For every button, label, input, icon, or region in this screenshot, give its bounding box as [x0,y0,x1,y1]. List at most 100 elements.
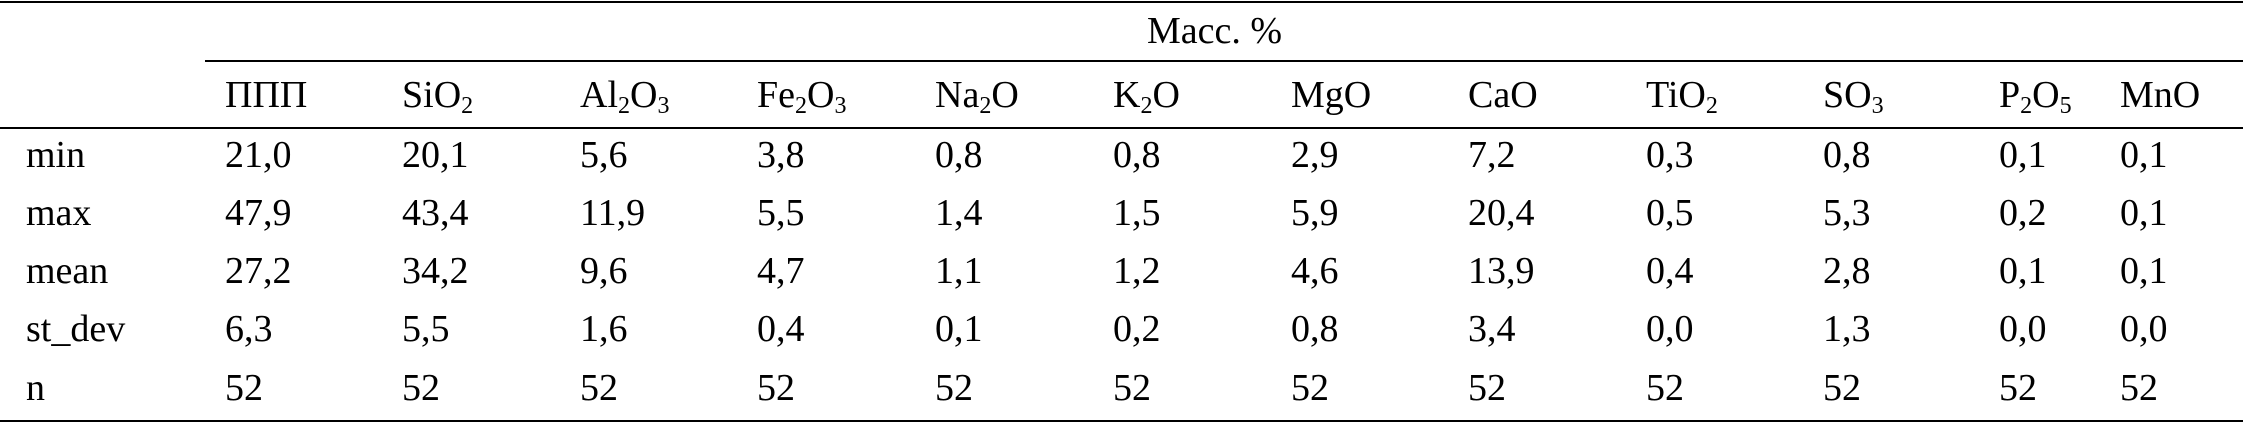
row-label: min [26,134,86,176]
table-cell: 52 [225,367,263,409]
column-header-part: Fe [757,74,795,116]
table-cell: 52 [1823,367,1861,409]
table-cell: 0,8 [1113,134,1161,176]
table-cell: 13,9 [1468,250,1535,292]
column-header-part: 2 [618,93,630,119]
column-header-part: MnO [2120,74,2201,116]
table-cell: 20,4 [1468,192,1535,234]
table-cell: 0,1 [935,308,983,350]
table-cell: 1,3 [1823,308,1871,350]
row-label: st_dev [26,308,126,350]
table-cell: 3,4 [1468,308,1516,350]
table-cell: 3,8 [757,134,805,176]
column-header-part: O [2032,74,2060,116]
table-cell: 5,3 [1823,192,1871,234]
table-cell: 43,4 [402,192,469,234]
table-cell: 52 [1999,367,2037,409]
column-header: K2O [1113,72,1180,118]
table-cell: 52 [2120,367,2158,409]
column-header: SO3 [1823,72,1884,118]
table-cell: 1,2 [1113,250,1161,292]
table-cell: 9,6 [580,250,628,292]
table-cell: 27,2 [225,250,292,292]
table-cell: 0,0 [2120,308,2168,350]
table-cell: 0,8 [935,134,983,176]
table-cell: 0,1 [1999,250,2047,292]
column-header-part: Al [580,74,618,116]
column-header-part: 3 [834,93,847,119]
table-cell: 52 [402,367,440,409]
column-header-part: 2 [1140,93,1153,119]
column-header: MgO [1291,72,1371,118]
column-header: P2O5 [1999,72,2072,118]
table-cell: 0,3 [1646,134,1694,176]
table-cell: 1,1 [935,250,983,292]
column-header: CaO [1468,72,1538,118]
column-header-part: O [807,74,835,116]
table-cell: 52 [1646,367,1684,409]
column-header-part: 2 [795,93,807,119]
table-cell: 0,4 [757,308,805,350]
column-header: ППП [225,72,307,118]
table-cell: 52 [1291,367,1329,409]
column-header-part: TiO [1646,74,1706,116]
column-header-part: O [991,74,1019,116]
top-rule [0,1,2243,3]
table-cell: 1,4 [935,192,983,234]
column-header: Fe2O3 [757,72,846,118]
column-header-part: CaO [1468,74,1538,116]
table-cell: 0,1 [2120,250,2168,292]
table-cell: 0,1 [1999,134,2047,176]
header-rule [205,60,2243,62]
table-cell: 0,2 [1999,192,2047,234]
table-cell: 2,9 [1291,134,1339,176]
table-cell: 52 [757,367,795,409]
column-header: SiO2 [402,72,473,118]
column-header-part: 2 [979,93,992,119]
table-cell: 0,8 [1823,134,1871,176]
column-header: MnO [2120,72,2200,118]
row-label: max [26,192,92,234]
table-cell: 11,9 [580,192,646,234]
column-header-part: P [1999,74,2021,116]
header-bottom-rule [0,127,2243,129]
column-header-part: Na [935,74,980,116]
column-header: Al2O3 [580,72,669,118]
table-cell: 5,5 [757,192,805,234]
column-header-part: SO [1823,74,1872,116]
table-cell: 34,2 [402,250,469,292]
table-cell: 2,8 [1823,250,1871,292]
column-header: Na2O [935,72,1019,118]
column-header-part: 5 [2059,93,2072,119]
table-cell: 0,2 [1113,308,1161,350]
table-cell: 4,6 [1291,250,1339,292]
column-header-part: SiO [402,74,462,116]
column-header-part: 2 [2020,93,2033,119]
column-header-part: MgO [1291,74,1372,116]
table-cell: 5,5 [402,308,450,350]
table-cell: 4,7 [757,250,805,292]
table-cell: 52 [935,367,973,409]
column-header-part: O [630,74,658,116]
table-cell: 21,0 [225,134,292,176]
column-header: TiO2 [1646,72,1718,118]
table-cell: 5,9 [1291,192,1339,234]
table-cell: 0,5 [1646,192,1694,234]
table-cell: 1,6 [580,308,628,350]
column-header-part: K [1113,74,1141,116]
table-cell: 7,2 [1468,134,1516,176]
column-header-part: O [1152,74,1180,116]
table-cell: 20,1 [402,134,469,176]
table-cell: 6,3 [225,308,273,350]
table-cell: 52 [1113,367,1151,409]
table-cell: 0,4 [1646,250,1694,292]
table-cell: 0,0 [1999,308,2047,350]
table-cell: 0,1 [2120,192,2168,234]
table-cell: 52 [580,367,618,409]
column-header-part: ППП [225,74,308,116]
table-cell: 0,8 [1291,308,1339,350]
column-header-part: 3 [1871,93,1884,119]
bottom-rule [0,420,2243,422]
column-header-part: 3 [657,93,670,119]
table-cell: 5,6 [580,134,628,176]
